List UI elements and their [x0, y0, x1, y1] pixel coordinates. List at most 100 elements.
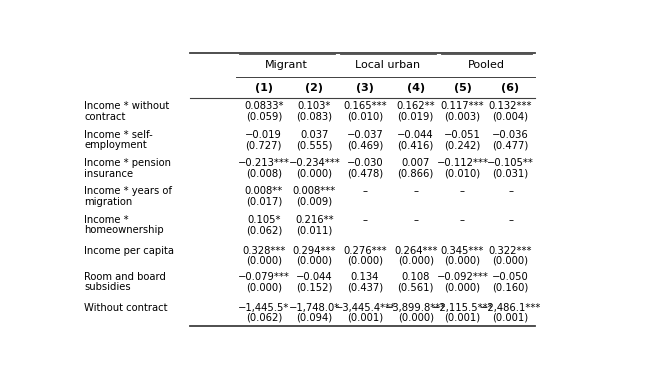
Text: Income * self-: Income * self-	[84, 130, 153, 139]
Text: (0.000): (0.000)	[398, 313, 434, 323]
Text: (3): (3)	[356, 83, 374, 93]
Text: 0.134: 0.134	[351, 272, 379, 282]
Text: (0.000): (0.000)	[296, 256, 332, 266]
Text: (0.009): (0.009)	[296, 197, 332, 207]
Text: (0.019): (0.019)	[398, 112, 434, 122]
Text: –: –	[460, 215, 465, 225]
Text: 0.264***: 0.264***	[394, 246, 438, 256]
Text: −2,115.5***: −2,115.5***	[432, 303, 493, 313]
Text: −0.112***: −0.112***	[436, 158, 488, 168]
Text: −2,486.1***: −2,486.1***	[480, 303, 541, 313]
Text: −0.213***: −0.213***	[238, 158, 290, 168]
Text: (0.062): (0.062)	[246, 313, 282, 323]
Text: (0.000): (0.000)	[246, 256, 282, 266]
Text: (0.001): (0.001)	[347, 313, 383, 323]
Text: 0.007: 0.007	[402, 158, 430, 168]
Text: –: –	[508, 186, 513, 196]
Text: 0.345***: 0.345***	[441, 246, 484, 256]
Text: −0.051: −0.051	[444, 130, 481, 139]
Text: (0.001): (0.001)	[492, 313, 528, 323]
Text: (0.059): (0.059)	[246, 112, 282, 122]
Text: (0.010): (0.010)	[347, 112, 383, 122]
Text: Room and board: Room and board	[84, 272, 166, 282]
Text: 0.294***: 0.294***	[293, 246, 336, 256]
Text: −1,445.5*: −1,445.5*	[238, 303, 289, 313]
Text: (0.031): (0.031)	[492, 169, 528, 179]
Text: –: –	[413, 186, 418, 196]
Text: −0.105**: −0.105**	[487, 158, 534, 168]
Text: Income *: Income *	[84, 215, 129, 225]
Text: Income * without: Income * without	[84, 101, 169, 111]
Text: (0.083): (0.083)	[296, 112, 332, 122]
Text: −0.079***: −0.079***	[238, 272, 290, 282]
Text: –: –	[362, 186, 368, 196]
Text: (0.437): (0.437)	[347, 282, 383, 292]
Text: −0.037: −0.037	[347, 130, 383, 139]
Text: (4): (4)	[407, 83, 424, 93]
Text: (5): (5)	[454, 83, 471, 93]
Text: (0.866): (0.866)	[398, 169, 434, 179]
Text: −0.030: −0.030	[347, 158, 383, 168]
Text: −0.019: −0.019	[246, 130, 282, 139]
Text: insurance: insurance	[84, 169, 133, 179]
Text: 0.276***: 0.276***	[343, 246, 387, 256]
Text: 0.165***: 0.165***	[343, 101, 387, 111]
Text: (0.727): (0.727)	[246, 140, 282, 150]
Text: 0.105*: 0.105*	[247, 215, 281, 225]
Text: 0.0833*: 0.0833*	[244, 101, 283, 111]
Text: (2): (2)	[306, 83, 323, 93]
Text: 0.322***: 0.322***	[489, 246, 532, 256]
Text: 0.117***: 0.117***	[441, 101, 485, 111]
Text: migration: migration	[84, 197, 133, 207]
Text: (0.094): (0.094)	[296, 313, 332, 323]
Text: (0.000): (0.000)	[347, 256, 383, 266]
Text: 0.162**: 0.162**	[396, 101, 435, 111]
Text: (0.062): (0.062)	[246, 225, 282, 235]
Text: (0.004): (0.004)	[492, 112, 528, 122]
Text: (0.416): (0.416)	[398, 140, 434, 150]
Text: −0.044: −0.044	[397, 130, 434, 139]
Text: −0.036: −0.036	[492, 130, 529, 139]
Text: (6): (6)	[502, 83, 520, 93]
Text: −0.092***: −0.092***	[436, 272, 488, 282]
Text: (0.555): (0.555)	[296, 140, 332, 150]
Text: Migrant: Migrant	[265, 60, 308, 70]
Text: (0.011): (0.011)	[296, 225, 332, 235]
Text: (0.000): (0.000)	[296, 169, 332, 179]
Text: (0.000): (0.000)	[492, 256, 528, 266]
Text: –: –	[508, 215, 513, 225]
Text: (0.000): (0.000)	[246, 282, 282, 292]
Text: –: –	[362, 215, 368, 225]
Text: (0.000): (0.000)	[445, 282, 481, 292]
Text: −1,748.0*: −1,748.0*	[289, 303, 340, 313]
Text: –: –	[460, 186, 465, 196]
Text: (0.152): (0.152)	[296, 282, 332, 292]
Text: −0.044: −0.044	[296, 272, 333, 282]
Text: subsidies: subsidies	[84, 282, 131, 292]
Text: 0.216**: 0.216**	[295, 215, 334, 225]
Text: 0.008**: 0.008**	[245, 186, 283, 196]
Text: Income * pension: Income * pension	[84, 158, 171, 168]
Text: (0.017): (0.017)	[246, 197, 282, 207]
Text: Local urban: Local urban	[355, 60, 421, 70]
Text: (0.478): (0.478)	[347, 169, 383, 179]
Text: Pooled: Pooled	[468, 60, 505, 70]
Text: (0.000): (0.000)	[398, 256, 434, 266]
Text: (0.010): (0.010)	[445, 169, 481, 179]
Text: 0.328***: 0.328***	[242, 246, 285, 256]
Text: –: –	[413, 215, 418, 225]
Text: Income * years of: Income * years of	[84, 186, 172, 196]
Text: (0.000): (0.000)	[445, 256, 481, 266]
Text: 0.108: 0.108	[402, 272, 430, 282]
Text: homeownership: homeownership	[84, 225, 164, 235]
Text: −3,899.8***: −3,899.8***	[385, 303, 446, 313]
Text: employment: employment	[84, 140, 147, 150]
Text: contract: contract	[84, 112, 125, 122]
Text: 0.132***: 0.132***	[489, 101, 532, 111]
Text: (0.003): (0.003)	[445, 112, 481, 122]
Text: −3,445.4***: −3,445.4***	[334, 303, 396, 313]
Text: 0.037: 0.037	[300, 130, 328, 139]
Text: 0.008***: 0.008***	[293, 186, 336, 196]
Text: (0.477): (0.477)	[492, 140, 529, 150]
Text: −0.050: −0.050	[492, 272, 529, 282]
